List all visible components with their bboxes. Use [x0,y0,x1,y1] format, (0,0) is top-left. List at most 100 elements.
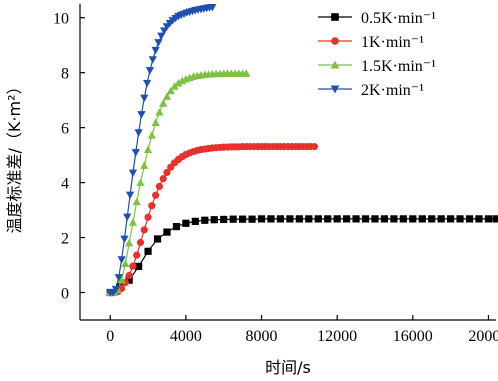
data-point [134,129,143,137]
data-point [152,191,160,199]
y-axis-ticks: 0 2 4 6 8 10 [53,11,85,303]
data-point [257,215,266,223]
data-point [147,131,156,139]
y-tick-label: 2 [61,231,69,248]
x-tick-label: 8000 [246,328,278,345]
data-point [330,60,340,69]
legend-label: 1.5K·min⁻¹ [361,58,436,75]
data-point [331,37,339,45]
data-point [140,226,148,234]
data-point [155,182,164,191]
data-point [324,215,332,223]
data-point [143,145,153,153]
data-point [174,78,183,87]
legend-item: 1K·min⁻¹ [318,34,424,51]
data-point [229,215,237,223]
data-point [121,259,130,267]
data-point [142,79,152,88]
data-point [140,94,149,103]
data-point [201,216,209,224]
data-point [144,213,152,221]
data-point [239,215,247,223]
data-point [151,46,160,55]
data-point [305,215,313,223]
data-point [352,215,360,223]
data-point [144,247,152,255]
data-point [177,76,187,85]
data-point [492,215,498,223]
data-point [276,215,285,223]
data-point [210,216,218,224]
legend-item: 1.5K·min⁻¹ [318,58,436,75]
data-point [267,215,275,223]
data-point [437,215,445,223]
data-point [120,235,129,244]
series-layer [106,3,498,297]
data-point [418,215,426,223]
y-tick-label: 4 [61,176,69,193]
data-point [314,215,322,223]
data-point [125,238,134,247]
series-4 [106,3,217,297]
data-point [163,168,171,177]
data-point [133,251,141,259]
y-axis-title: 温度标准差/（K·m²） [5,79,24,234]
data-point [428,215,436,223]
y-tick-label: 8 [61,66,69,83]
data-point [166,86,175,95]
data-point [159,99,168,107]
data-point [295,215,303,223]
data-point [131,149,140,157]
data-point [117,256,126,264]
data-point [151,118,160,127]
data-point [475,215,483,223]
data-point [163,228,171,236]
data-point [286,215,294,223]
data-point [123,213,132,222]
series-line [110,72,247,294]
data-point [361,215,370,223]
data-point [137,111,146,119]
data-point [148,202,156,210]
x-tick-label: 16000 [393,328,433,345]
data-point [159,175,167,183]
data-point [129,262,137,270]
data-point [111,285,121,294]
legend: 0.5K·min⁻¹ 1K·min⁻¹ 1.5K·min⁻¹ 2K·min⁻¹ [318,10,436,99]
data-point [191,217,199,225]
legend-label: 2K·min⁻¹ [361,82,424,99]
y-tick-label: 0 [61,286,69,303]
data-point [330,85,340,94]
data-point [220,215,228,224]
data-point [208,3,217,12]
data-point [155,108,164,116]
data-point [390,215,398,223]
data-point [153,235,162,243]
series-3 [106,69,251,296]
data-point [447,215,455,223]
legend-label: 0.5K·min⁻¹ [361,10,436,27]
data-point [242,69,251,77]
data-point [172,222,181,231]
data-point [135,262,143,271]
data-point [125,276,133,284]
data-point [371,215,379,223]
series-2 [106,143,319,297]
data-point [333,215,341,223]
legend-item: 2K·min⁻¹ [318,82,424,99]
data-point [310,143,319,151]
data-point [465,215,474,223]
data-point [484,215,493,223]
data-point [145,67,155,75]
data-point [114,274,123,282]
data-point [128,169,138,178]
data-point [148,56,157,64]
y-tick-label: 10 [53,11,69,28]
data-point [162,92,172,100]
data-point [182,219,190,227]
data-point [125,271,133,280]
plot-area [79,4,496,321]
